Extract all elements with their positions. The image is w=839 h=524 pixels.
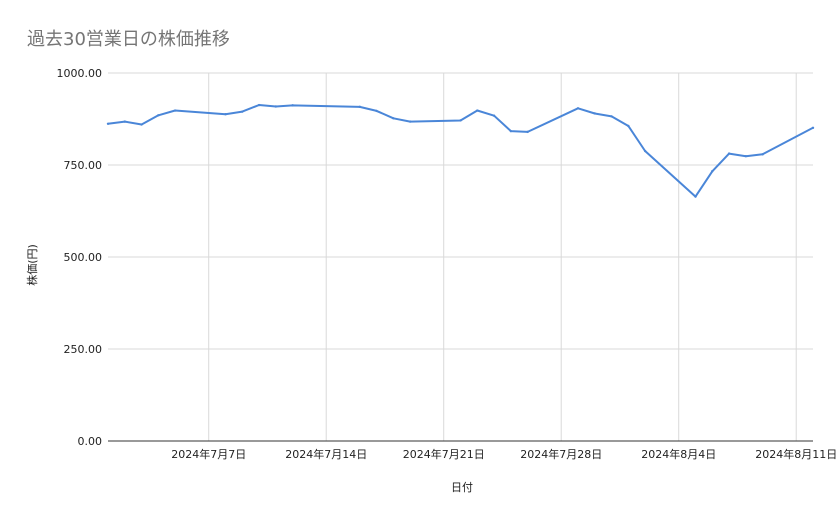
- data-point: [727, 152, 731, 155]
- gridlines: [108, 72, 813, 441]
- data-point: [274, 105, 278, 108]
- data-point: [593, 112, 596, 115]
- data-point: [459, 119, 462, 122]
- data-point: [610, 115, 613, 118]
- series-layer: [106, 103, 815, 198]
- data-point: [392, 117, 395, 120]
- data-point: [123, 120, 126, 123]
- y-tick-label: 250.00: [64, 343, 103, 356]
- data-point: [173, 109, 177, 112]
- data-point: [140, 123, 143, 126]
- tick-labels: 0.00 250.00 500.00 750.00 1000.00 2024年7月7日 20…: [57, 67, 838, 461]
- y-tick-label: 500.00: [64, 251, 103, 264]
- data-point: [711, 170, 714, 173]
- x-tick-label: 2024年7月28日: [520, 447, 602, 461]
- x-axis-label: 日付: [451, 481, 473, 494]
- data-point: [744, 154, 748, 158]
- y-tick-label: 750.00: [64, 159, 103, 172]
- data-point: [509, 129, 513, 133]
- data-point: [375, 109, 378, 113]
- y-tick-label: 1000.00: [57, 67, 103, 80]
- data-point: [157, 114, 160, 117]
- data-point: [257, 103, 261, 107]
- data-point: [694, 195, 697, 198]
- data-point: [811, 126, 815, 130]
- x-tick-label: 2024年7月21日: [403, 447, 485, 461]
- data-point: [643, 149, 647, 153]
- data-point: [106, 122, 110, 125]
- data-point: [576, 107, 580, 110]
- series-line: [107, 104, 814, 198]
- chart-title: 過去30営業日の株価推移: [27, 29, 230, 50]
- y-axis-label: 株価(円): [25, 244, 39, 286]
- data-point: [627, 124, 630, 128]
- x-tick-label: 2024年7月14日: [285, 447, 367, 461]
- x-tick-label: 2024年8月4日: [641, 447, 716, 461]
- data-point: [408, 120, 412, 123]
- data-point: [492, 114, 496, 117]
- data-point: [224, 113, 227, 116]
- data-point: [526, 130, 529, 134]
- data-point: [358, 105, 361, 109]
- data-point: [241, 110, 244, 113]
- x-tick-label: 2024年7月7日: [171, 447, 246, 461]
- data-point: [291, 104, 294, 107]
- data-point: [761, 153, 764, 156]
- data-point: [476, 109, 479, 112]
- y-tick-label: 0.00: [78, 435, 103, 448]
- x-tick-label: 2024年8月11日: [755, 447, 837, 461]
